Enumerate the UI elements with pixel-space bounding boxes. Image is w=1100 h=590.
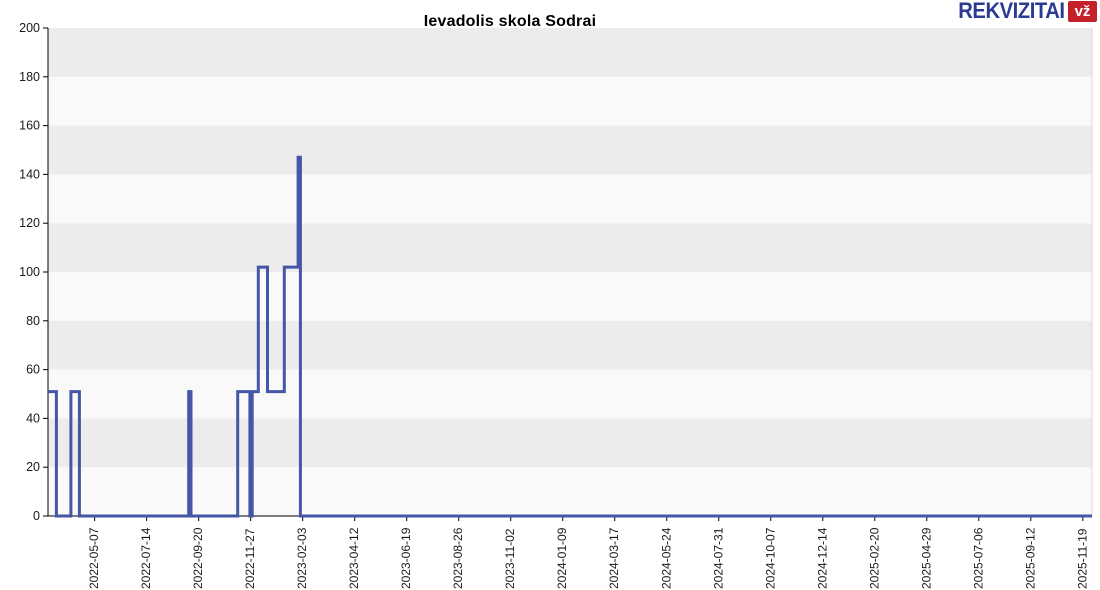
x-tick-label: 2023-02-03 <box>295 527 309 589</box>
plot-band <box>48 174 1092 224</box>
y-tick-label: 120 <box>19 216 40 230</box>
x-tick-label: 2022-11-27 <box>243 528 257 589</box>
y-tick-label: 0 <box>33 509 40 523</box>
x-tick-label: 2023-04-12 <box>347 527 361 589</box>
x-tick-label: 2024-05-24 <box>659 527 673 589</box>
y-tick-label: 40 <box>26 411 40 425</box>
x-tick-label: 2024-07-31 <box>711 527 725 589</box>
x-tick-label: 2024-10-07 <box>763 527 777 589</box>
plot-band <box>48 125 1092 175</box>
y-tick-label: 200 <box>19 21 40 35</box>
x-tick-label: 2023-11-02 <box>503 528 517 589</box>
rekvizitai-logo[interactable]: REKVIZITAI vž <box>949 0 1097 22</box>
plot-band <box>48 320 1092 370</box>
x-tick-label: 2025-09-12 <box>1023 527 1037 589</box>
plot-band <box>48 467 1092 516</box>
y-tick-label: 180 <box>19 70 40 84</box>
plot-band <box>48 369 1092 419</box>
x-tick-label: 2024-12-14 <box>815 527 829 589</box>
plot-band <box>48 418 1092 468</box>
y-tick-label: 160 <box>19 119 40 133</box>
vz-logo-badge: vž <box>1068 0 1097 22</box>
x-tick-label: 2024-03-17 <box>607 527 621 589</box>
x-tick-label: 2023-08-26 <box>451 527 465 589</box>
y-tick-label: 60 <box>26 363 40 377</box>
y-tick-label: 140 <box>19 167 40 181</box>
y-tick-label: 100 <box>19 265 40 279</box>
chart-title: Ievadolis skola Sodrai <box>423 13 597 30</box>
plot-band <box>48 76 1092 126</box>
x-tick-label: 2023-06-19 <box>399 527 413 589</box>
plot-band <box>48 28 1092 77</box>
y-tick-label: 80 <box>26 314 40 328</box>
x-tick-label: 2024-01-09 <box>555 527 569 589</box>
x-tick-label: 2025-02-20 <box>867 527 881 589</box>
x-tick-label: 2025-11-19 <box>1075 528 1089 589</box>
rekvizitai-logo-text: REKVIZITAI <box>958 0 1066 23</box>
x-tick-label: 2022-05-07 <box>87 527 101 589</box>
x-tick-label: 2022-09-20 <box>191 527 205 589</box>
x-tick-label: 2025-04-29 <box>919 527 933 589</box>
series-line <box>48 155 1092 518</box>
x-tick-label: 2025-07-06 <box>971 527 985 589</box>
x-tick-label: 2022-07-14 <box>139 527 153 589</box>
plot-band <box>48 223 1092 272</box>
y-tick-label: 20 <box>26 460 40 474</box>
plot-band <box>48 272 1092 321</box>
